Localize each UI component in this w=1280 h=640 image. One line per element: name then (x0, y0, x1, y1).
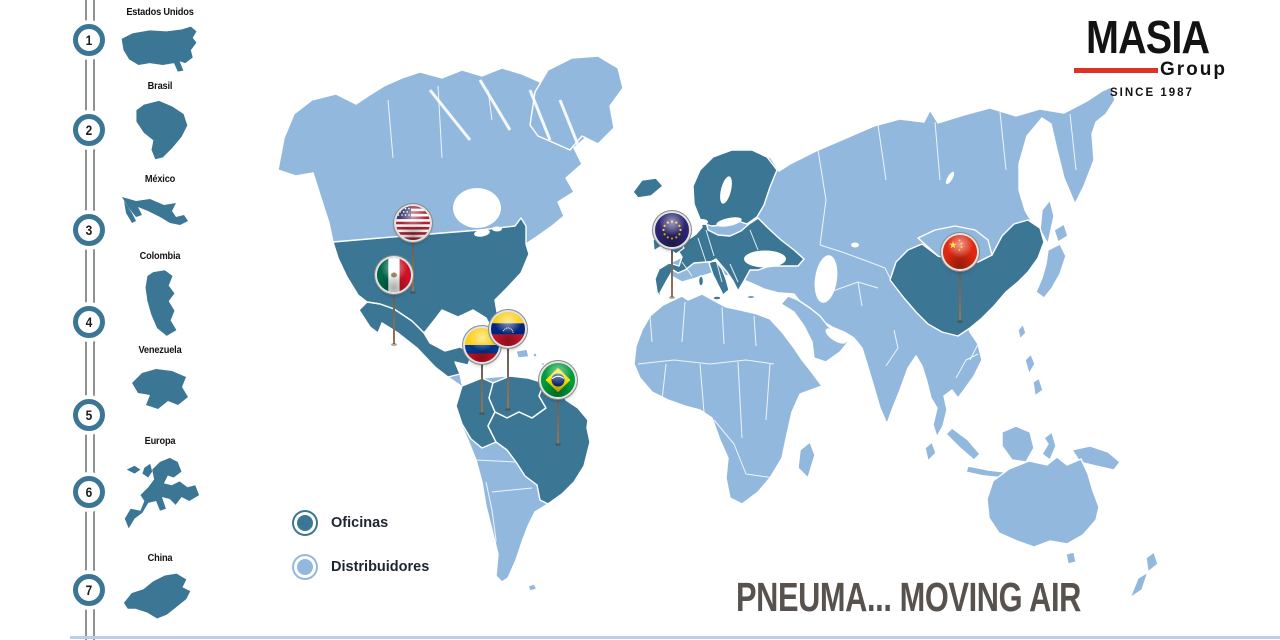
distributors-dot-icon (297, 559, 313, 575)
step-number: 1 (85, 32, 93, 48)
region-east-asia-islands-light (924, 199, 1121, 479)
europe-silhouette-icon (124, 457, 200, 529)
world-map-svg (277, 55, 1159, 599)
pin-gloss (943, 235, 977, 269)
timeline-step-4: 4 (73, 306, 105, 338)
mexico-silhouette-icon (122, 197, 188, 225)
region-colombia-dark (455, 377, 497, 449)
pin-gloss (396, 206, 430, 240)
logo-since-text: SINCE 1987 (1110, 87, 1194, 100)
timeline-step-7: 7 (73, 574, 105, 606)
legend-item-distributors: Distribuidores (292, 554, 429, 580)
usa-silhouette-icon (121, 26, 197, 72)
pin-stick (410, 235, 416, 294)
legend-label: Distribuidores (331, 559, 430, 575)
pin-stick (505, 341, 511, 411)
pin-gloss (541, 363, 575, 397)
step-number: 2 (85, 122, 93, 138)
timeline-step-5: 5 (73, 399, 105, 431)
tagline: PNEUMA... MOVING AIR (736, 574, 1081, 620)
sidebar-item-label: China (147, 552, 173, 564)
region-venezuela-dark (488, 375, 547, 419)
sidebar-item-china: China (98, 552, 222, 630)
legend-label: Oficinas (331, 515, 389, 531)
sidebar-item-label: Venezuela (138, 344, 182, 356)
antarctica-strip (70, 636, 1280, 639)
pin-gloss (655, 213, 689, 247)
region-oceania-light (986, 456, 1159, 599)
region-africa-light (633, 293, 823, 505)
logo-red-bar (1074, 67, 1158, 73)
colombia-silhouette-icon (145, 270, 177, 336)
map-legend: Oficinas Distribuidores (292, 510, 429, 598)
step-number: 4 (85, 314, 93, 330)
timeline-step-6: 6 (73, 476, 105, 508)
sidebar-item-estados-unidos: Estados Unidos (98, 6, 222, 80)
brazil-silhouette-icon (136, 100, 188, 160)
pin-gloss (491, 312, 525, 346)
sidebar-item-europa: Europa (98, 435, 222, 547)
timeline-step-3: 3 (73, 214, 105, 246)
sidebar-item-label: Estados Unidos (126, 6, 194, 18)
venezuela-silhouette-icon (132, 369, 188, 409)
sidebar-item-label: Brasil (147, 80, 173, 92)
china-silhouette-icon (123, 573, 191, 619)
step-number: 7 (85, 582, 93, 598)
step-number: 3 (85, 222, 93, 238)
sidebar-item-venezuela: Venezuela (98, 344, 222, 424)
step-number: 5 (85, 407, 93, 423)
logo-brand-text: MASIA (1086, 11, 1210, 63)
step-number: 6 (85, 484, 93, 500)
region-mexico-dark (358, 301, 473, 378)
logo-group-text: Group (1160, 59, 1227, 81)
pin-stick (957, 264, 963, 323)
timeline-step-1: 1 (73, 24, 105, 56)
sidebar-item-brasil: Brasil (98, 80, 222, 166)
country-borders (387, 85, 1077, 571)
legend-item-offices: Oficinas (292, 510, 429, 536)
offices-dot-icon (297, 515, 313, 531)
sidebar-item-label: Europa (144, 435, 176, 447)
region-arabia-light (780, 295, 849, 363)
masia-logo: MASIA Group SINCE 1987 (1074, 11, 1250, 100)
seas (428, 79, 955, 344)
pin-stick (555, 392, 561, 446)
timeline-step-2: 2 (73, 114, 105, 146)
sidebar-item-label: Colombia (139, 250, 181, 262)
logo-group-line: Group (1074, 59, 1250, 81)
pin-stick (669, 242, 675, 299)
pin-stick (391, 287, 397, 346)
sidebar-item-mexico: México (98, 173, 222, 245)
pin-stick (479, 357, 485, 415)
pin-gloss (377, 258, 411, 292)
sidebar-item-colombia: Colombia (98, 250, 222, 342)
world-map (230, 30, 1280, 640)
sidebar-item-label: México (144, 173, 176, 185)
